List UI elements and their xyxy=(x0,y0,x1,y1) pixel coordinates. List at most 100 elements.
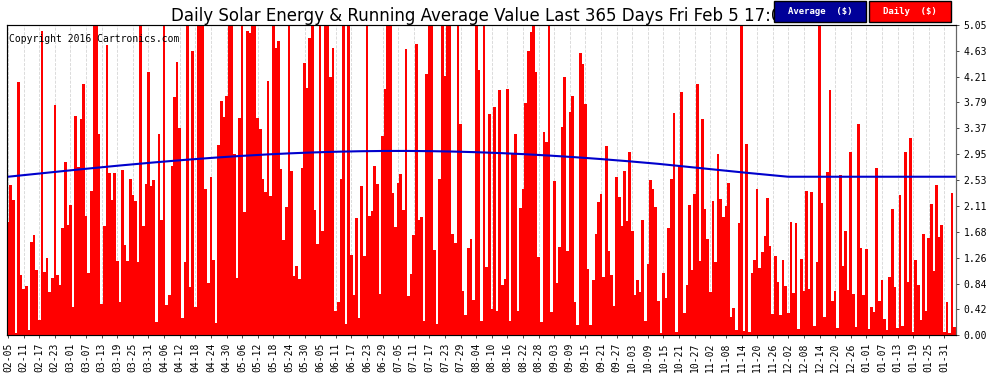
Bar xyxy=(602,277,605,335)
Bar xyxy=(688,205,691,335)
Bar xyxy=(285,207,288,335)
Bar xyxy=(728,183,730,335)
Bar xyxy=(621,226,623,335)
Bar xyxy=(155,322,157,335)
Bar xyxy=(891,210,894,335)
Bar xyxy=(699,261,701,335)
Bar xyxy=(907,282,909,335)
Bar xyxy=(350,255,352,335)
Bar xyxy=(816,261,818,335)
Bar xyxy=(137,262,140,335)
Bar xyxy=(899,195,902,335)
Bar xyxy=(574,302,576,335)
Bar xyxy=(335,311,337,335)
Bar xyxy=(659,333,662,335)
Bar xyxy=(753,260,755,335)
Bar xyxy=(33,235,36,335)
Bar xyxy=(651,189,654,335)
Bar xyxy=(135,201,137,335)
Bar xyxy=(616,177,618,335)
Bar xyxy=(462,291,464,335)
Bar xyxy=(629,152,631,335)
Bar xyxy=(274,48,277,335)
Bar xyxy=(904,152,907,335)
Bar xyxy=(204,189,207,335)
Bar xyxy=(917,285,920,335)
Bar xyxy=(127,261,129,335)
Bar xyxy=(530,32,532,335)
Bar xyxy=(436,324,439,335)
Bar xyxy=(813,326,816,335)
Bar xyxy=(709,292,712,335)
Bar xyxy=(162,25,165,335)
Bar xyxy=(735,330,738,335)
Bar xyxy=(745,144,748,335)
Bar xyxy=(288,25,290,335)
Bar xyxy=(132,195,135,335)
Bar xyxy=(576,326,579,335)
Bar xyxy=(755,189,758,335)
Bar xyxy=(28,330,30,335)
Bar xyxy=(683,314,686,335)
Bar xyxy=(933,271,936,335)
Bar xyxy=(672,113,675,335)
Bar xyxy=(948,333,950,335)
Bar xyxy=(555,283,558,335)
Bar xyxy=(332,48,335,335)
Bar xyxy=(340,178,343,335)
Bar xyxy=(121,170,124,335)
Bar xyxy=(943,332,945,335)
Bar xyxy=(571,96,574,335)
Bar xyxy=(7,222,9,335)
Bar xyxy=(805,191,808,335)
Bar xyxy=(58,285,61,335)
Bar xyxy=(66,225,69,335)
Bar xyxy=(488,114,490,335)
Bar xyxy=(373,166,376,335)
Bar xyxy=(725,206,728,335)
Bar xyxy=(649,180,651,335)
Bar xyxy=(87,273,90,335)
Bar xyxy=(837,328,840,335)
Bar xyxy=(157,134,160,335)
Bar xyxy=(106,45,108,335)
Bar xyxy=(225,96,228,335)
Bar xyxy=(223,117,225,335)
Bar xyxy=(384,89,386,335)
Bar xyxy=(261,179,264,335)
Bar xyxy=(646,264,649,335)
Bar xyxy=(17,82,20,335)
Text: Daily  ($): Daily ($) xyxy=(883,7,937,16)
Bar xyxy=(493,107,496,335)
Bar xyxy=(597,202,600,335)
Text: Copyright 2016 Cartronics.com: Copyright 2016 Cartronics.com xyxy=(9,34,179,44)
Bar xyxy=(116,261,119,335)
Bar xyxy=(517,311,519,335)
Bar xyxy=(129,179,132,335)
Bar xyxy=(600,194,602,335)
Bar xyxy=(247,31,248,335)
Bar xyxy=(808,288,811,335)
Bar xyxy=(514,135,517,335)
Bar xyxy=(90,192,92,335)
Bar xyxy=(912,332,915,335)
Bar xyxy=(103,226,106,335)
Bar xyxy=(540,322,543,335)
Bar xyxy=(197,25,199,335)
Bar xyxy=(686,285,688,335)
Bar xyxy=(490,309,493,335)
Bar xyxy=(423,321,426,335)
Bar xyxy=(579,53,581,335)
Bar xyxy=(202,25,204,335)
Bar xyxy=(30,242,33,335)
Bar xyxy=(176,62,178,335)
Bar xyxy=(936,185,938,335)
Bar xyxy=(402,210,405,335)
Bar xyxy=(595,234,597,335)
Bar xyxy=(439,179,442,335)
Bar xyxy=(98,134,100,335)
Bar xyxy=(290,171,293,335)
Bar xyxy=(85,216,87,335)
Bar xyxy=(795,223,797,335)
Bar xyxy=(140,25,142,335)
